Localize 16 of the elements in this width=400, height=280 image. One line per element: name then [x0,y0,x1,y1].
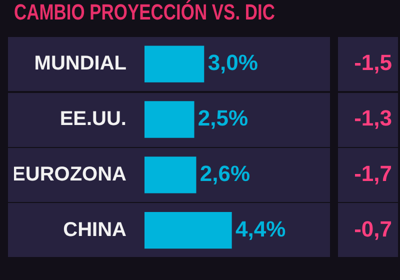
bar [144,156,196,194]
text: -1,3 [354,106,392,131]
text: -1,5 [354,50,392,76]
data-label: 3,0% [208,50,258,76]
y-tick-label: CHINA [63,218,126,241]
text: -1,7 [354,160,392,186]
text: -0,7 [354,216,392,242]
data-label: 2,6% [200,160,250,186]
data-label: 2,5% [198,106,248,131]
data-label: 4,4% [236,216,286,242]
bar [144,46,204,82]
y-tick-label: EE.UU. [60,108,126,130]
chart-title: CAMBIO PROYECCIÓN VS. DIC [14,0,275,25]
bar [144,101,194,138]
bar [144,212,232,249]
y-tick-label: MUNDIAL [34,52,126,75]
